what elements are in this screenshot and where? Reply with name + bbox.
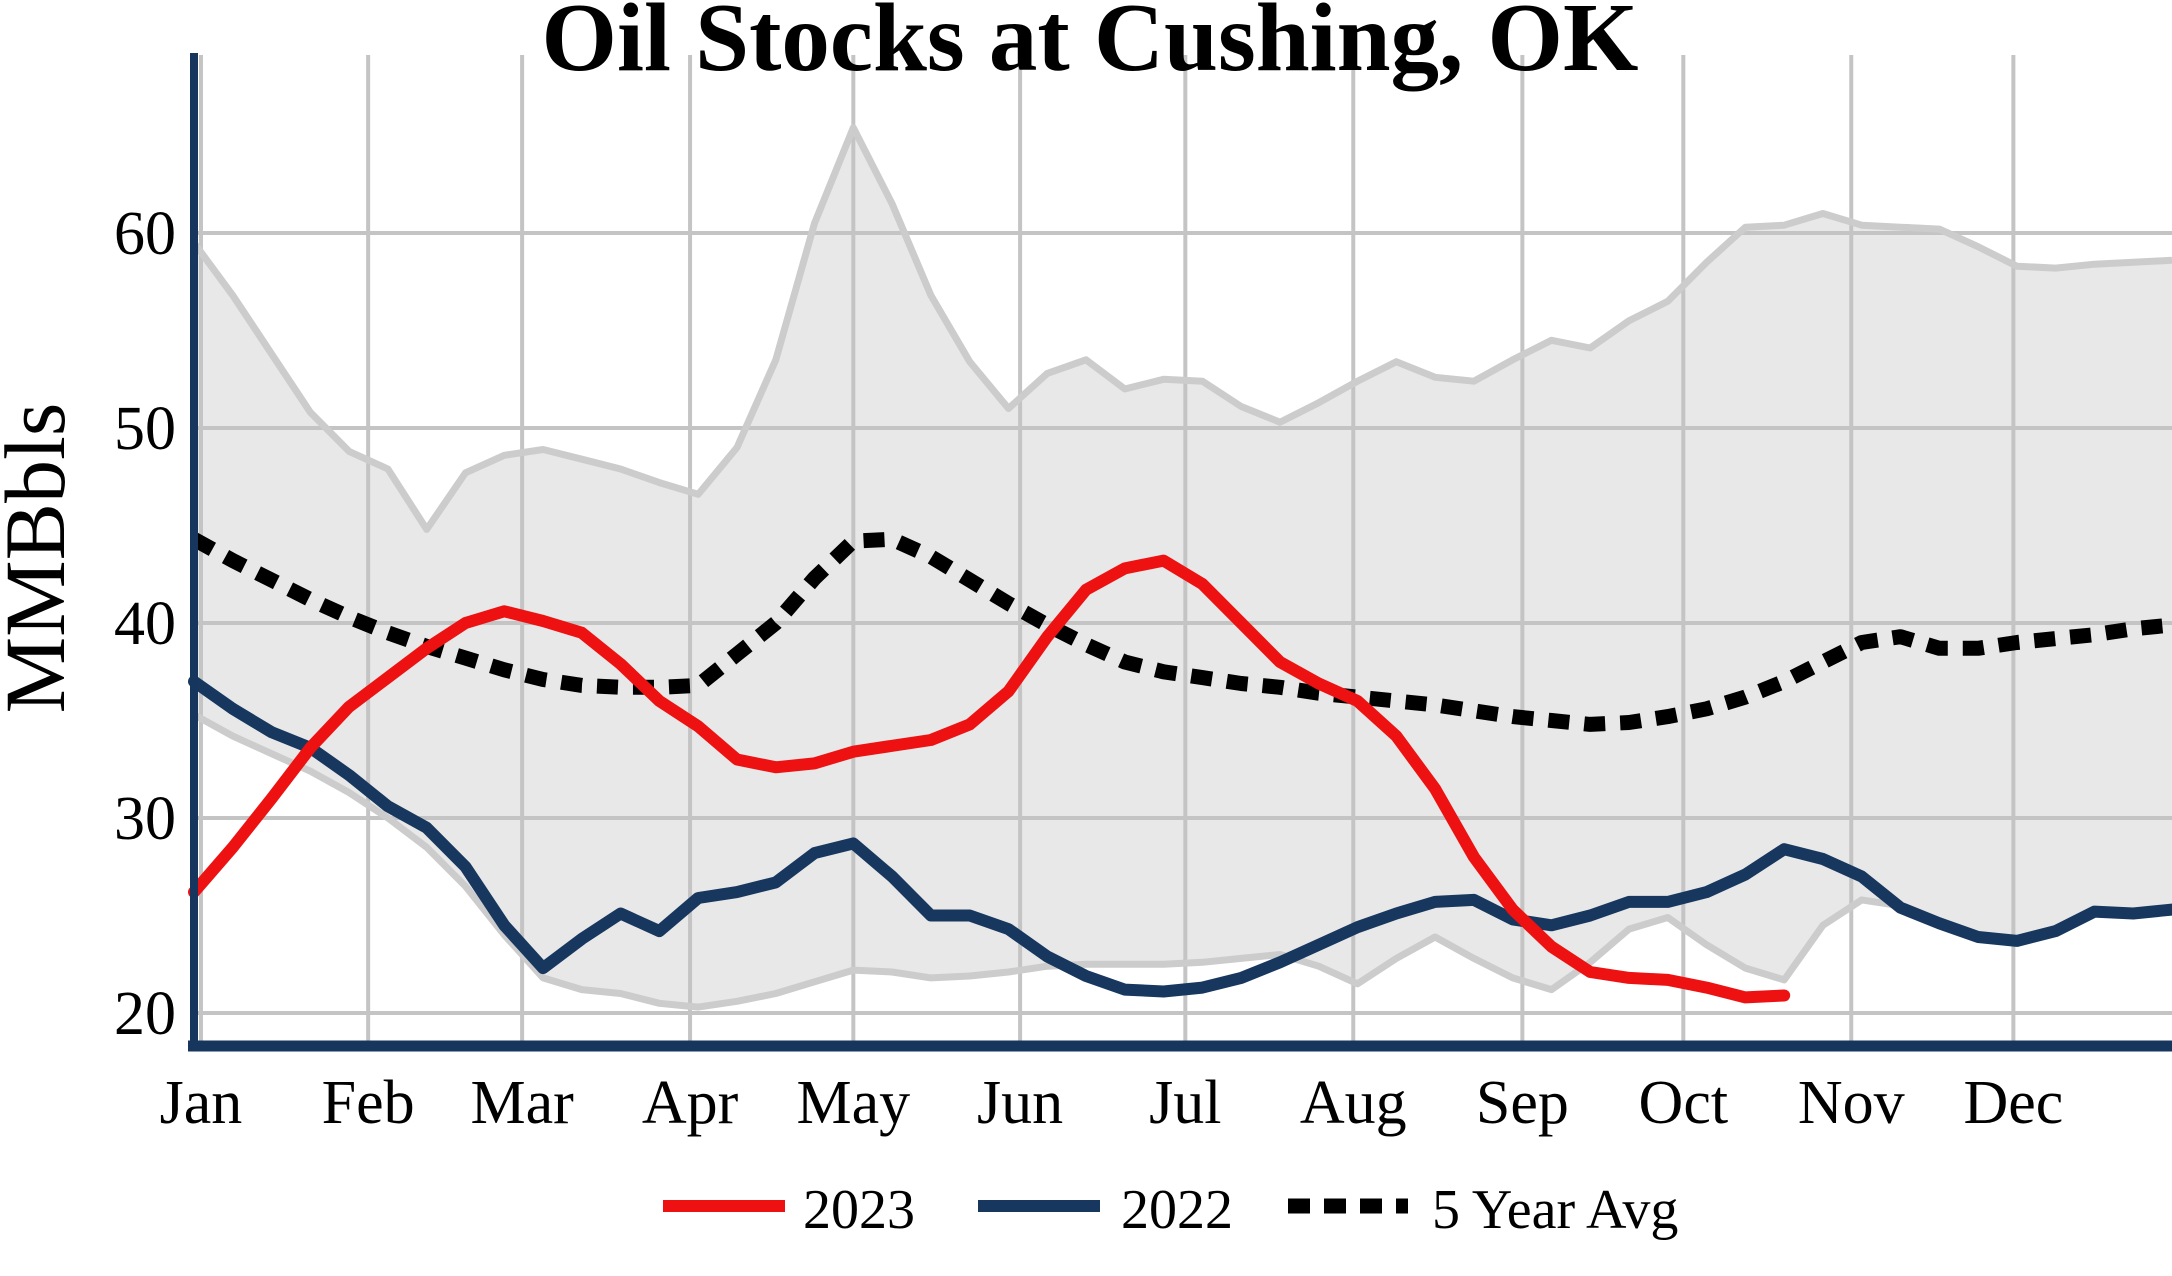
- legend: 2023 2022 5 Year Avg: [663, 1179, 1678, 1241]
- x-tick-label-nov: Nov: [1798, 1069, 1905, 1137]
- axes: [188, 53, 2172, 1052]
- x-tick-label-oct: Oct: [1639, 1069, 1729, 1137]
- chart-title: Oil Stocks at Cushing, OK: [542, 0, 1639, 91]
- y-tick-label-30: 30: [114, 785, 176, 853]
- x-tick-label-dec: Dec: [1963, 1069, 2063, 1137]
- x-tick-label-jan: Jan: [160, 1069, 243, 1137]
- five-year-range-lower-edge: [192, 711, 2172, 1011]
- x-tick-label-sep: Sep: [1476, 1069, 1569, 1137]
- x-tick-label-jul: Jul: [1149, 1069, 1221, 1137]
- five-year-range-upper-edge: [191, 124, 2172, 533]
- series-line-2022: [188, 675, 2172, 998]
- series-line-2023: [188, 554, 1791, 1004]
- legend-label-2023: 2023: [803, 1179, 915, 1241]
- data-series-lines: [188, 531, 2172, 1004]
- tick-labels: 20 30 40 50 60 Jan Feb Mar Apr May Jun Jul Aug Sep Oct…: [114, 200, 2063, 1137]
- x-tick-label-aug: Aug: [1300, 1069, 1407, 1137]
- y-tick-label-20: 20: [114, 980, 176, 1048]
- x-tick-label-apr: Apr: [642, 1069, 739, 1137]
- y-tick-label-40: 40: [114, 590, 176, 658]
- x-tick-label-feb: Feb: [322, 1069, 415, 1137]
- legend-label-5-year-avg: 5 Year Avg: [1432, 1179, 1678, 1241]
- legend-label-2022: 2022: [1121, 1179, 1233, 1241]
- y-tick-label-60: 60: [114, 200, 176, 268]
- x-tick-label-jun: Jun: [977, 1069, 1063, 1137]
- x-tick-label-may: May: [797, 1069, 911, 1137]
- five-year-range-band-edges: [191, 124, 2172, 1011]
- gridlines: [194, 55, 2172, 1045]
- y-axis-label: MMBbls: [0, 403, 83, 714]
- series-line-5-year-avg: [190, 531, 2172, 732]
- x-tick-label-mar: Mar: [470, 1069, 574, 1137]
- y-tick-label-50: 50: [114, 395, 176, 463]
